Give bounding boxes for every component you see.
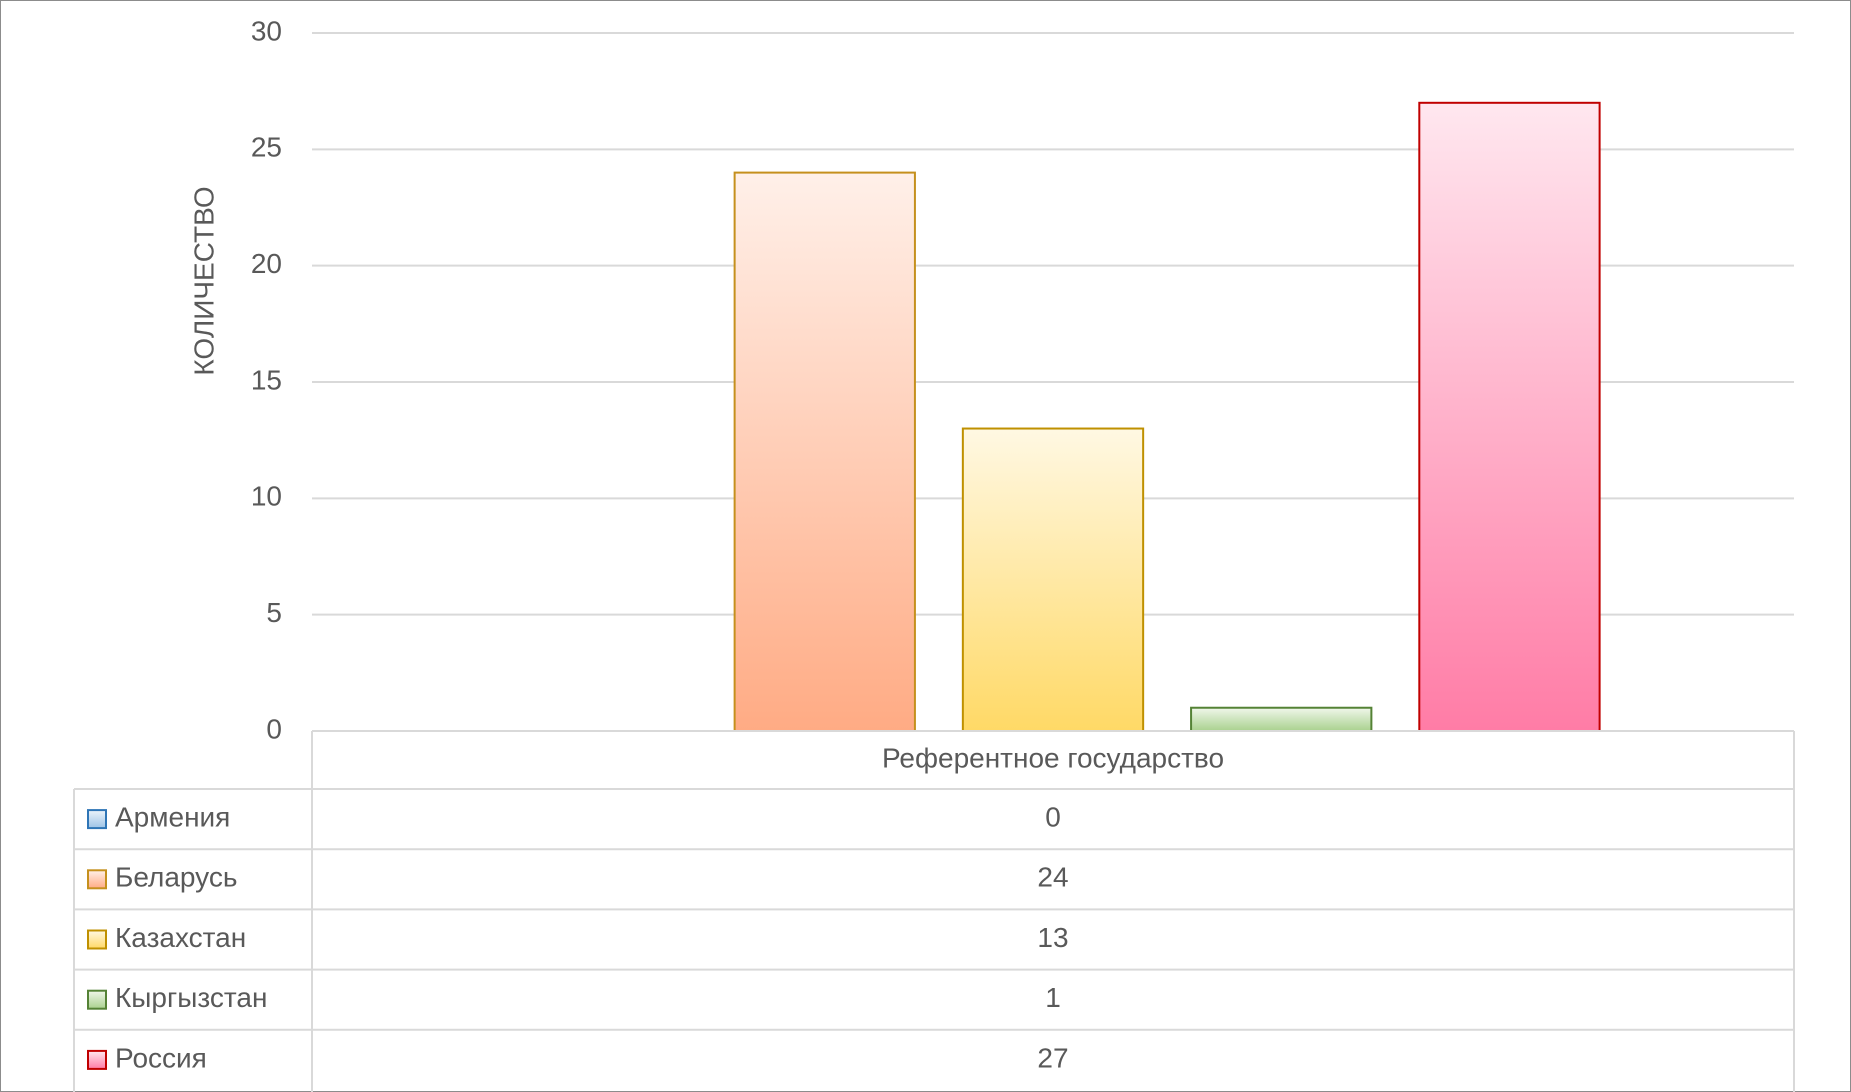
table-value: 1 bbox=[1045, 982, 1061, 1013]
y-tick-label: 0 bbox=[266, 713, 282, 744]
legend-label: Казахстан bbox=[115, 922, 246, 953]
legend-label: Кыргызстан bbox=[115, 982, 267, 1013]
table-value: 13 bbox=[1037, 922, 1068, 953]
y-tick-label: 5 bbox=[266, 597, 282, 628]
legend-label: Россия bbox=[115, 1042, 207, 1073]
legend-label: Беларусь bbox=[115, 862, 237, 893]
y-tick-label: 10 bbox=[251, 481, 282, 512]
legend-key bbox=[87, 929, 107, 950]
bar bbox=[1418, 101, 1601, 733]
legend-key bbox=[87, 869, 107, 890]
y-axis-label: КОЛИЧЕСТВО bbox=[188, 186, 219, 375]
y-tick-label: 30 bbox=[251, 15, 282, 46]
legend-key bbox=[87, 989, 107, 1010]
bar bbox=[733, 171, 916, 733]
bar bbox=[961, 427, 1145, 732]
table-value: 24 bbox=[1037, 862, 1068, 893]
legend-label: Армения bbox=[115, 801, 230, 832]
y-tick-label: 15 bbox=[251, 364, 282, 395]
legend-key bbox=[87, 1049, 107, 1070]
table-value: 27 bbox=[1037, 1042, 1068, 1073]
table-value: 0 bbox=[1045, 801, 1061, 832]
legend-key bbox=[87, 809, 107, 830]
bar bbox=[1190, 706, 1373, 733]
x-tick-label: Референтное государство bbox=[882, 742, 1224, 773]
y-tick-label: 25 bbox=[251, 132, 282, 163]
y-tick-label: 20 bbox=[251, 248, 282, 279]
